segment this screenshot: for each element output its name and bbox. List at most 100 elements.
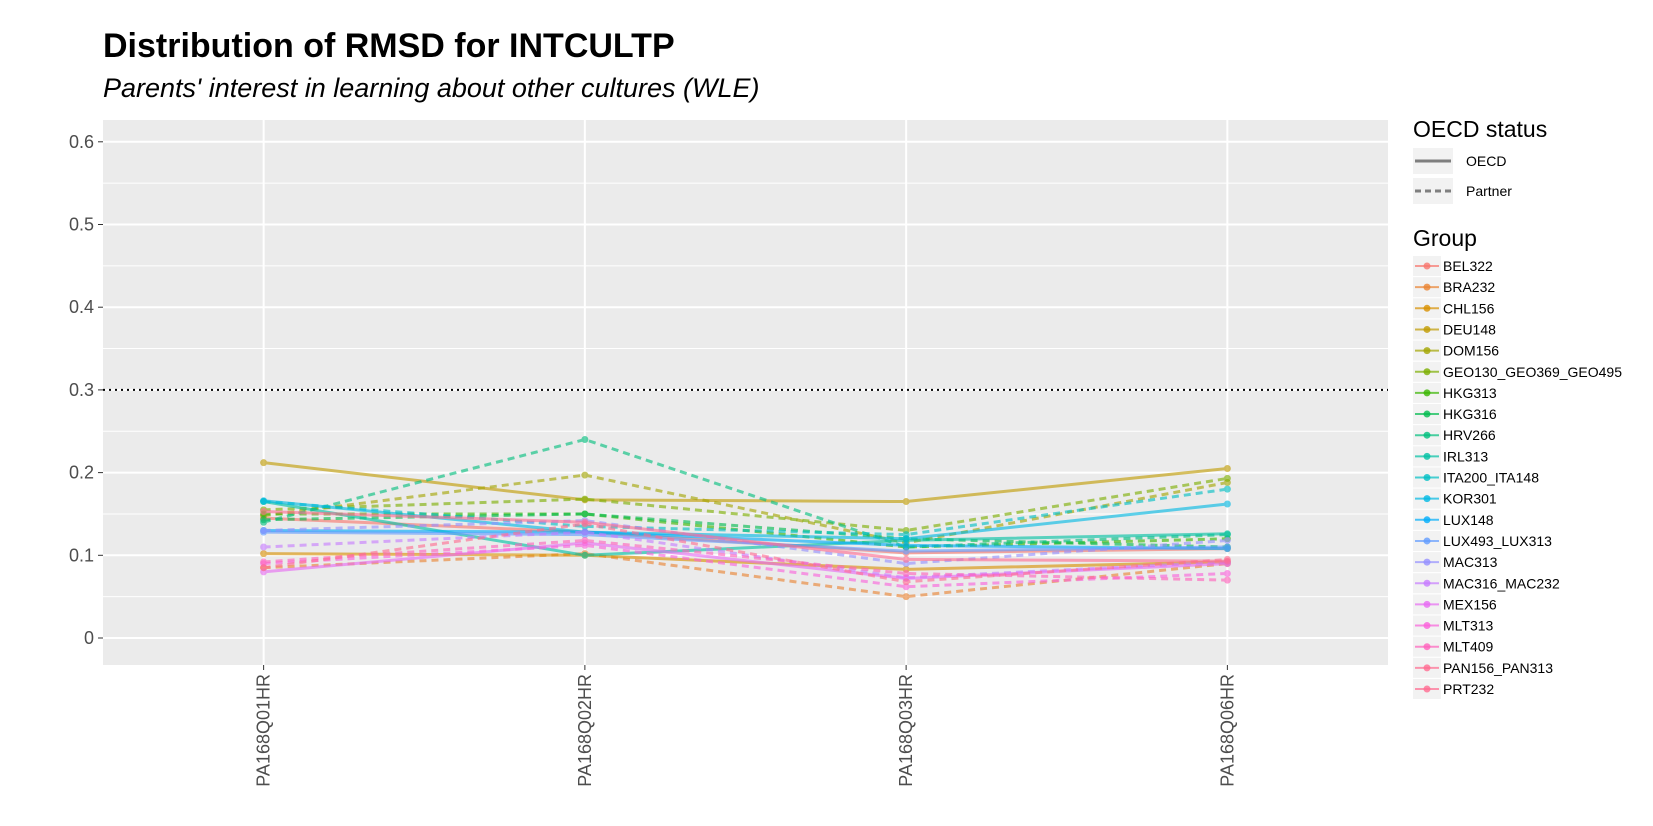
data-point <box>1223 530 1231 538</box>
legend-item-hkg316: HKG316 <box>1413 404 1497 425</box>
chart-subtitle: Parents' interest in learning about othe… <box>103 73 759 103</box>
legend-key-point <box>1423 495 1431 503</box>
series-prt232 <box>260 507 1231 565</box>
series-line <box>263 538 1228 582</box>
legend-label: BEL322 <box>1443 258 1493 274</box>
legend-key-point <box>1423 537 1431 545</box>
data-point <box>581 510 589 518</box>
series-line <box>263 509 1228 563</box>
legend-item-irl313: IRL313 <box>1413 446 1488 467</box>
legend-key-point <box>1423 600 1431 608</box>
data-point <box>902 535 910 543</box>
legend-item-ita200_ita148: ITA200_ITA148 <box>1413 467 1539 488</box>
y-tick-label: 0.4 <box>69 297 94 317</box>
legend-label: CHL156 <box>1443 300 1495 316</box>
series-line <box>263 487 1228 537</box>
legend-key-point <box>1423 368 1431 376</box>
data-point <box>902 555 910 563</box>
legend-label: LUX148 <box>1443 512 1494 528</box>
data-point <box>902 593 910 601</box>
legend-label: IRL313 <box>1443 448 1488 464</box>
axis-labels: 0 0.1 0.2 0.3 0.4 0.5 0.6 PA168Q01HR PA168Q02HR P… <box>69 132 1237 787</box>
legend-item-lux493_lux313: LUX493_LUX313 <box>1413 530 1552 551</box>
data-point <box>581 551 589 559</box>
legend-key-point <box>1423 622 1431 630</box>
legend: OECD status Group OECD Partner BEL322 BRA23… <box>1413 116 1622 699</box>
legend-label: PAN156_PAN313 <box>1443 660 1553 676</box>
data-point <box>260 543 268 551</box>
legend-item-prt232: PRT232 <box>1413 679 1494 699</box>
data-point <box>1223 500 1231 508</box>
legend-key-point <box>1423 262 1431 270</box>
legend-label: GEO130_GEO369_GEO495 <box>1443 364 1622 380</box>
y-tick-label: 0.5 <box>69 215 94 235</box>
data-point <box>1223 569 1231 577</box>
legend-key-point <box>1423 685 1431 693</box>
legend-label: BRA232 <box>1443 279 1495 295</box>
legend-label: ITA200_ITA148 <box>1443 470 1539 486</box>
legend-label: HKG313 <box>1443 385 1497 401</box>
legend-item-bel322: BEL322 <box>1413 256 1493 276</box>
legend-key-point <box>1423 410 1431 418</box>
legend-item-mex156: MEX156 <box>1413 594 1497 615</box>
data-point <box>581 536 589 544</box>
data-point <box>260 558 268 566</box>
legend-item-geo130_geo369_geo495: GEO130_GEO369_GEO495 <box>1413 361 1622 382</box>
legend-key-point <box>1423 283 1431 291</box>
y-tick-label: 0.6 <box>69 132 94 152</box>
legend-key-point <box>1423 304 1431 312</box>
legend-key-point <box>1423 516 1431 524</box>
data-point <box>1223 485 1231 493</box>
series-line <box>263 541 1228 580</box>
legend-label: LUX493_LUX313 <box>1443 533 1552 549</box>
legend-item-chl156: CHL156 <box>1413 298 1495 319</box>
data-point <box>902 547 910 555</box>
series-line <box>263 437 1228 549</box>
data-point <box>260 526 268 534</box>
chart-title: Distribution of RMSD for INTCULTP <box>103 27 675 65</box>
x-tick-label: PA168Q02HR <box>575 674 595 787</box>
y-tick-label: 0.1 <box>69 545 94 565</box>
data-point <box>581 518 589 526</box>
data-point <box>581 471 589 479</box>
y-tick-label: 0.3 <box>69 380 94 400</box>
legend-label-partner: Partner <box>1466 183 1512 199</box>
data-point <box>260 564 268 572</box>
legend-label: MLT313 <box>1443 618 1494 634</box>
legend-label: DEU148 <box>1443 321 1496 337</box>
x-tick-label: PA168Q06HR <box>1217 674 1237 787</box>
data-point <box>260 507 268 515</box>
series-line <box>263 461 1228 504</box>
legend-label: PRT232 <box>1443 681 1494 697</box>
legend-title-oecd-status: OECD status <box>1413 116 1547 142</box>
plot-panel <box>103 120 1388 665</box>
data-point <box>260 550 268 558</box>
series-mlt409 <box>260 536 1231 584</box>
legend-key-point <box>1423 579 1431 587</box>
data-point <box>581 495 589 503</box>
x-tick-label: PA168Q03HR <box>896 674 916 787</box>
series-layer <box>260 436 1231 601</box>
data-point <box>1223 576 1231 584</box>
series-line <box>263 500 1228 557</box>
legend-item-deu148: DEU148 <box>1413 319 1496 340</box>
legend-item-mlt409: MLT409 <box>1413 636 1494 657</box>
legend-item-hkg313: HKG313 <box>1413 382 1497 403</box>
legend-item-mac316_mac232: MAC316_MAC232 <box>1413 573 1560 594</box>
x-tick-label: PA168Q01HR <box>254 674 274 787</box>
data-point <box>581 528 589 536</box>
data-point <box>902 569 910 577</box>
data-point <box>1223 464 1231 472</box>
legend-label: KOR301 <box>1443 491 1497 507</box>
y-tick-label: 0 <box>84 628 94 648</box>
legend-label: MLT409 <box>1443 639 1494 655</box>
legend-key-point <box>1423 325 1431 333</box>
legend-label-oecd: OECD <box>1466 153 1506 169</box>
legend-key-point <box>1423 643 1431 651</box>
legend-key-point <box>1423 452 1431 460</box>
legend-label: DOM156 <box>1443 343 1499 359</box>
legend-key-point <box>1423 558 1431 566</box>
data-point <box>1223 536 1231 544</box>
series-line <box>263 473 1228 545</box>
